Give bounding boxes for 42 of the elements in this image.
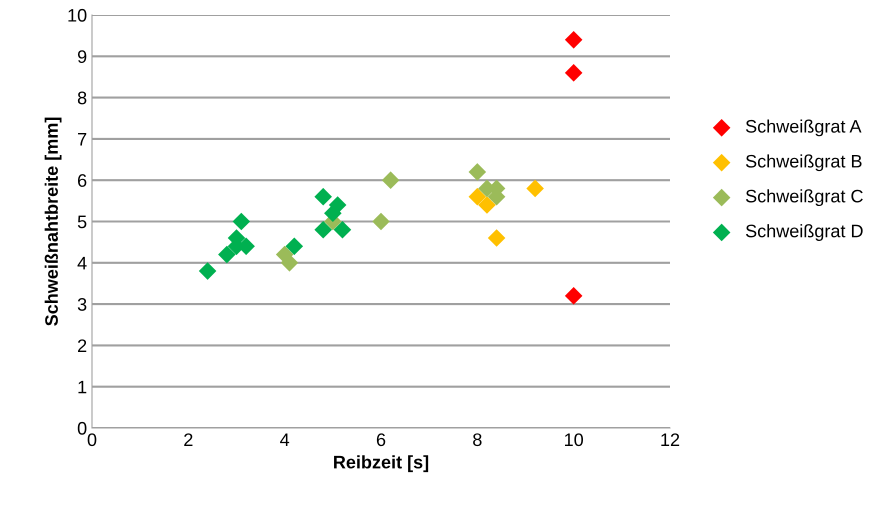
y-tick-label: 6 <box>78 174 86 187</box>
y-tick-label: 3 <box>78 298 86 311</box>
y-tick-label: 1 <box>78 380 86 394</box>
point <box>526 180 544 198</box>
point <box>478 196 496 214</box>
point <box>468 163 486 181</box>
point <box>382 171 400 189</box>
legend-label: Schweißgrat B <box>746 154 862 172</box>
x-tick-label: 10 <box>565 433 584 446</box>
y-tick-label: 5 <box>78 216 86 228</box>
x-tick-label: 8 <box>473 433 482 446</box>
legend-label: Schweißgrat A <box>746 119 862 136</box>
legend-label: Schweißgrat D <box>746 224 863 241</box>
point <box>564 287 582 305</box>
x-axis-title: Reibzeit [s] <box>334 455 428 472</box>
point <box>314 220 332 239</box>
x-tick-label: 12 <box>661 433 680 446</box>
y-axis-title: Schweißnahtbreite [mm] <box>44 118 62 326</box>
y-tick-label: 4 <box>78 256 87 270</box>
legend-label: Schweißgrat C <box>746 189 863 206</box>
point <box>564 30 582 49</box>
y-tick-label: 2 <box>78 339 86 352</box>
point <box>564 64 582 82</box>
point <box>218 246 236 264</box>
point <box>334 220 352 239</box>
point <box>488 229 506 247</box>
point <box>314 188 332 206</box>
point <box>198 262 216 280</box>
y-tick-label: 9 <box>78 50 86 64</box>
point <box>232 212 250 230</box>
x-tick-label: 4 <box>280 434 290 446</box>
point <box>372 212 390 230</box>
x-tick-label: 0 <box>88 433 96 446</box>
x-tick-label: 6 <box>376 433 386 446</box>
y-tick-label: 8 <box>78 92 86 104</box>
y-tick-label: 7 <box>78 133 86 146</box>
y-tick-label: 0 <box>78 422 86 435</box>
point <box>280 254 298 272</box>
point <box>468 188 486 206</box>
y-tick-label: 10 <box>68 8 86 22</box>
point <box>286 237 304 256</box>
x-tick-label: 2 <box>184 433 192 446</box>
